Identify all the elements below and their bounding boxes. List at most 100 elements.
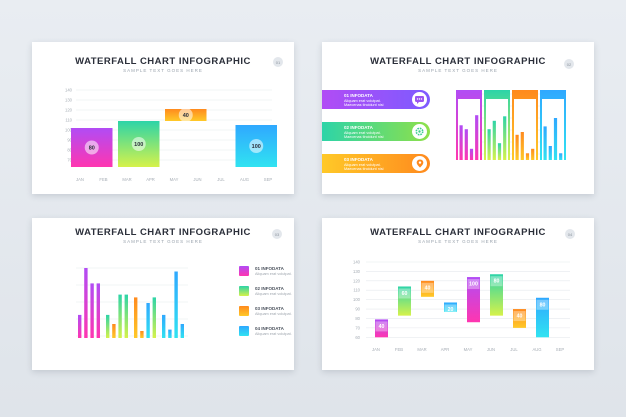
y-tick-label: 120 [65, 108, 73, 113]
chat-icon [412, 92, 427, 107]
y-tick-label: 130 [353, 269, 361, 274]
y-tick-label: 110 [353, 288, 360, 293]
sub-bar [112, 324, 116, 338]
bar-value-label: 100 [469, 282, 478, 288]
legend-swatch [239, 306, 249, 316]
infodata-desc: Aliquam erat volutpat. [344, 131, 381, 135]
y-tick-label: 140 [65, 88, 73, 93]
card-waterfall-2: WATERFALL CHART INFOGRAPHIC SAMPLE TEXT … [322, 42, 594, 194]
card-subtitle: SAMPLE TEXT GOES HERE [418, 68, 498, 73]
category-column-inner [542, 99, 564, 160]
sub-bar [168, 329, 172, 338]
sub-bar [106, 314, 110, 338]
bar-value-badge [421, 282, 434, 293]
legend-title: 03 INFODATA [255, 306, 284, 311]
bar-value-badge [444, 304, 457, 315]
infodata-title: 02 INFODATA [344, 125, 373, 130]
card-number-badge: 04 [565, 229, 575, 239]
bar-value-badge [249, 139, 264, 153]
waterfall-bar [490, 274, 503, 316]
location-pin-icon [412, 156, 427, 171]
x-tick-label: APR [146, 177, 155, 182]
sub-bar [78, 314, 82, 338]
y-tick-label: 70 [355, 325, 360, 330]
y-tick-label: 100 [353, 297, 361, 302]
x-tick-label: JAN [76, 177, 84, 182]
y-tick-label: 90 [67, 138, 72, 143]
bar-value-badge [131, 137, 146, 151]
card-subtitle: SAMPLE TEXT GOES HERE [418, 239, 498, 244]
legend-title: 01 INFODATA [255, 266, 284, 271]
x-tick-label: JUN [487, 347, 495, 352]
sub-bar [140, 331, 144, 338]
sub-bar [96, 283, 100, 338]
sub-bar [497, 143, 502, 160]
sub-bar [459, 125, 463, 160]
waterfall-chart-1: 140 130 120 110 100 90 80 70 JAN FEB MAR APR MAY JUN J… [65, 88, 277, 182]
sub-bar [90, 283, 94, 338]
waterfall-bar [513, 309, 526, 328]
waterfall-bar [467, 277, 480, 323]
gear-icon [412, 124, 427, 139]
bar-value-label: 80 [89, 146, 95, 152]
legend-title: 04 INFODATA [255, 326, 284, 331]
sub-bar [515, 134, 519, 160]
legend-swatch [239, 286, 249, 296]
x-tick-label: JUL [217, 177, 225, 182]
infodata-row-1: 01 INFODATA Aliquam erat volutpat. Maece… [322, 90, 430, 109]
x-tick-label: FEB [99, 177, 107, 182]
infodata-title: 01 INFODATA [344, 93, 373, 98]
card-waterfall-4: WATERFALL CHART INFOGRAPHIC SAMPLE TEXT … [322, 218, 594, 370]
legend-desc: Aliquam erat volutpat. [255, 332, 292, 336]
sub-bar [475, 115, 479, 160]
waterfall-bar [421, 280, 434, 297]
sub-bar [174, 271, 178, 338]
bar-value-label: 80 [494, 279, 500, 285]
legend-swatch [239, 266, 249, 276]
x-tick-label: MAR [417, 347, 426, 352]
y-tick-label: 110 [65, 118, 72, 123]
bar-value-badge [467, 279, 480, 290]
bar-value-badge [490, 276, 503, 287]
infodata-row-3: 03 INFODATA Aliquam erat volutpat. Maece… [322, 154, 430, 173]
bar-chart-2 [456, 90, 566, 160]
bar-value-label: 100 [134, 142, 143, 148]
x-tick-label: MAY [464, 347, 473, 352]
card-number-badge: 02 [564, 59, 574, 69]
x-tick-label: JUL [510, 347, 518, 352]
waterfall-bar [536, 297, 549, 338]
sub-bar [548, 146, 552, 160]
sub-bar [180, 324, 184, 338]
sub-bar [503, 116, 507, 160]
infodata-row-2: 02 INFODATA Aliquam erat volutpat. Maece… [322, 122, 430, 141]
sub-bar [84, 268, 88, 338]
infodata-desc: Aliquam erat volutpat. [344, 99, 381, 103]
card-title: WATERFALL CHART INFOGRAPHIC [75, 227, 251, 238]
waterfall-bar [398, 286, 411, 316]
bar-value-label: 40 [183, 113, 189, 119]
y-tick-label: 140 [353, 260, 361, 265]
infodata-desc: Maecenas tincidunt nisi [344, 103, 384, 107]
sub-bar [559, 153, 563, 160]
legend-desc: Aliquam erat volutpat. [255, 292, 292, 296]
x-tick-label: AUG [240, 177, 249, 182]
bar-value-label: 80 [540, 302, 546, 308]
bar-value-label: 20 [448, 307, 454, 313]
x-tick-label: SEP [264, 177, 273, 182]
bar-value-label: 40 [379, 324, 385, 330]
bar-value-badge [375, 321, 388, 332]
infodata-desc: Aliquam erat volutpat. [344, 163, 381, 167]
category-column-inner [458, 99, 480, 160]
y-tick-label: 100 [65, 128, 73, 133]
bar-value-badge [178, 108, 193, 122]
category-column-inner [514, 99, 536, 160]
sub-bar [146, 303, 150, 338]
y-tick-label: 60 [355, 335, 360, 340]
bar-chart-3 [76, 267, 188, 338]
sub-bar [469, 148, 474, 160]
sub-bar [531, 148, 535, 160]
sub-bar [525, 153, 530, 160]
bar-value-badge [513, 311, 526, 322]
x-tick-label: APR [441, 347, 450, 352]
card-number-badge: 03 [272, 229, 282, 239]
